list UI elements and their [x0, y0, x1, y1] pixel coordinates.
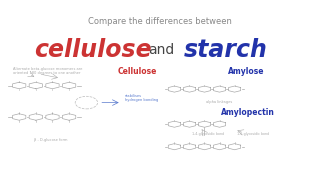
Text: Cellulose: Cellulose: [118, 68, 157, 76]
Text: and: and: [148, 43, 175, 57]
Text: Amylose: Amylose: [228, 68, 265, 76]
Text: 1,4-glycosidic bond: 1,4-glycosidic bond: [192, 132, 224, 136]
Text: Alternate beta-glucose monomers are
oriented 180 degrees to one another: Alternate beta-glucose monomers are orie…: [13, 67, 82, 75]
Text: β - D-glucose form: β - D-glucose form: [35, 138, 68, 142]
Text: stabilises
hydrogen bonding: stabilises hydrogen bonding: [125, 94, 158, 102]
Text: Amylopectin: Amylopectin: [221, 108, 275, 117]
Text: alpha linkages: alpha linkages: [206, 100, 232, 104]
Text: cellulose: cellulose: [34, 38, 152, 62]
Text: 1,6-glycosidic bond: 1,6-glycosidic bond: [237, 132, 269, 136]
Text: Compare the differences between: Compare the differences between: [88, 17, 232, 26]
Text: starch: starch: [184, 38, 268, 62]
